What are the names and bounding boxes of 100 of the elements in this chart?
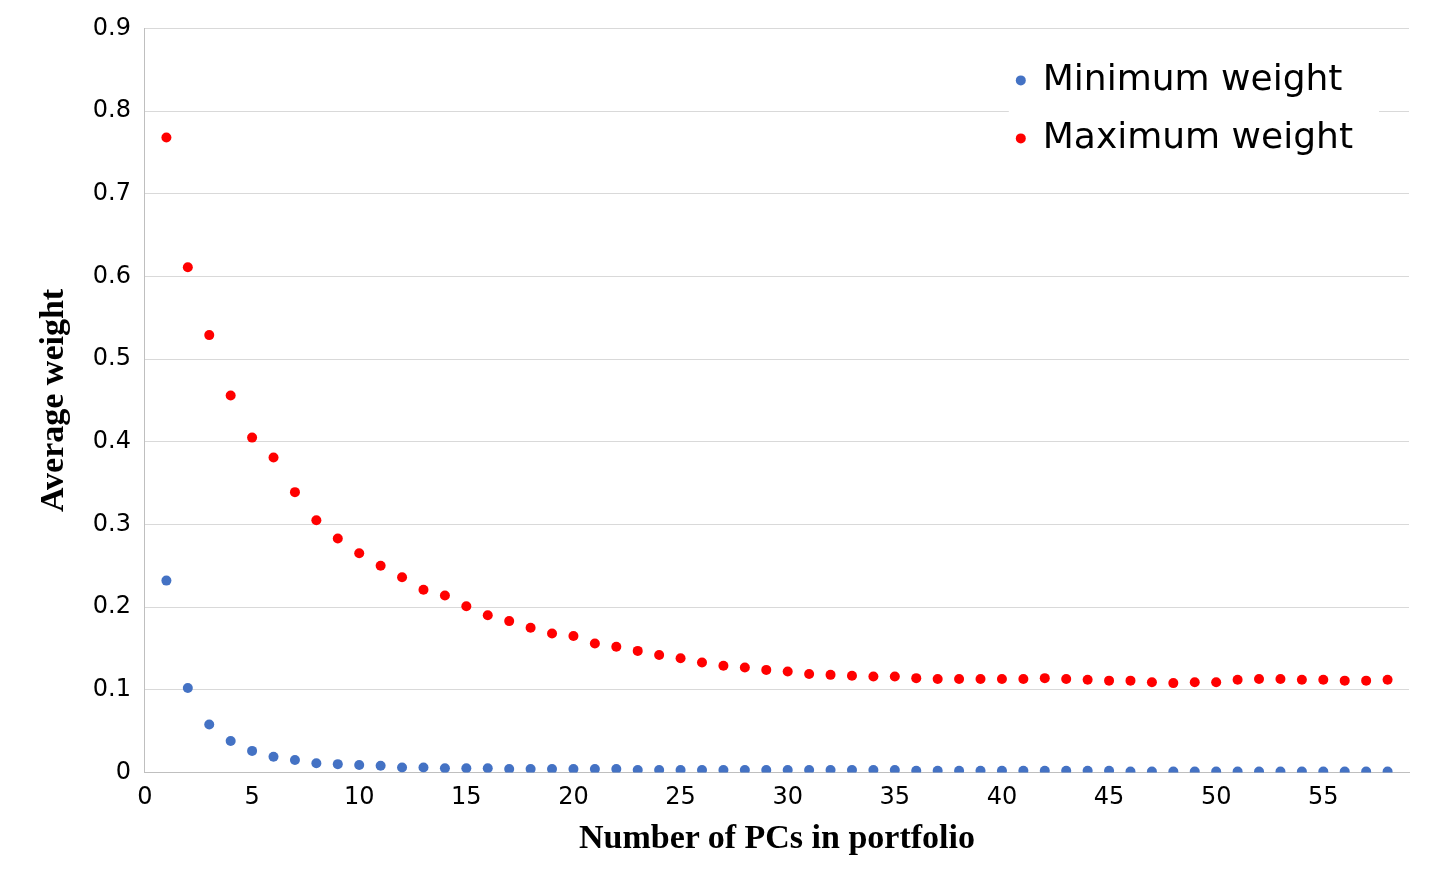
point xyxy=(825,669,836,680)
point xyxy=(204,719,215,730)
point xyxy=(889,671,900,682)
point xyxy=(675,764,686,773)
point xyxy=(825,764,836,773)
point xyxy=(782,764,793,773)
point xyxy=(482,610,493,621)
point xyxy=(996,673,1007,684)
x-tick-label: 25 xyxy=(665,782,696,811)
point xyxy=(504,616,515,627)
point xyxy=(311,758,322,769)
point xyxy=(461,601,472,612)
point xyxy=(397,572,408,583)
point xyxy=(1254,673,1265,684)
point xyxy=(654,650,665,661)
point xyxy=(182,262,193,273)
x-axis-title: Number of PCs in portfolio xyxy=(578,818,975,856)
point xyxy=(846,764,857,773)
point xyxy=(868,764,879,773)
y-tick-label: 0.9 xyxy=(92,12,131,41)
x-tick-label: 35 xyxy=(879,782,911,811)
point xyxy=(911,673,922,684)
point xyxy=(268,452,279,463)
point xyxy=(739,764,750,773)
point xyxy=(632,645,643,656)
point xyxy=(354,759,365,770)
x-tick-label: 5 xyxy=(244,782,260,811)
point xyxy=(889,764,900,773)
point xyxy=(611,641,622,652)
legend-label: Maximum weight xyxy=(1042,114,1353,156)
point xyxy=(1232,674,1243,685)
point xyxy=(525,622,536,633)
y-tick-label: 0.1 xyxy=(92,673,131,702)
y-tick-label: 0.2 xyxy=(92,591,131,620)
point xyxy=(268,751,279,762)
point xyxy=(996,765,1007,773)
point xyxy=(804,669,815,680)
point xyxy=(761,664,772,675)
point xyxy=(504,764,515,773)
y-tick-label: 0.8 xyxy=(92,95,131,124)
point xyxy=(1146,677,1157,688)
point xyxy=(675,653,686,664)
point xyxy=(654,764,665,773)
point xyxy=(568,631,579,641)
x-tick-label: 55 xyxy=(1308,782,1339,811)
point xyxy=(461,763,472,773)
point xyxy=(697,657,707,668)
x-tick-label: 45 xyxy=(1093,782,1125,811)
point xyxy=(1296,674,1307,685)
point xyxy=(1275,673,1286,684)
point xyxy=(247,745,258,756)
point xyxy=(161,575,172,586)
point xyxy=(589,764,600,773)
point xyxy=(911,765,922,773)
point xyxy=(975,673,986,684)
point xyxy=(1061,673,1072,684)
y-tick-label: 0.7 xyxy=(92,177,131,206)
x-tick-label: 40 xyxy=(986,782,1018,811)
point xyxy=(332,759,343,770)
point xyxy=(718,764,729,773)
point xyxy=(418,762,429,773)
point xyxy=(804,764,815,773)
legend-label: Minimum weight xyxy=(1042,56,1343,98)
point xyxy=(1018,673,1029,684)
point xyxy=(611,764,622,773)
point xyxy=(1361,675,1372,686)
point xyxy=(782,666,793,677)
point xyxy=(589,638,600,649)
point xyxy=(739,662,750,673)
point xyxy=(1189,677,1200,688)
point xyxy=(439,763,450,773)
point xyxy=(225,390,236,401)
y-tick-label: 0.5 xyxy=(92,343,131,372)
y-tick-label: 0.4 xyxy=(92,425,131,454)
point xyxy=(204,330,215,341)
point xyxy=(525,764,536,773)
point xyxy=(932,765,943,773)
point xyxy=(418,584,429,595)
x-tick-label: 50 xyxy=(1200,782,1232,811)
point xyxy=(954,765,965,773)
point xyxy=(247,432,258,443)
point xyxy=(1168,678,1179,689)
point xyxy=(868,671,879,682)
point xyxy=(1082,674,1093,685)
point xyxy=(761,764,772,773)
point xyxy=(697,764,707,773)
x-tick-label: 15 xyxy=(451,782,482,811)
point xyxy=(439,590,450,601)
point xyxy=(289,487,300,498)
point xyxy=(1018,765,1029,773)
point xyxy=(1061,765,1072,773)
point xyxy=(1039,765,1050,773)
point xyxy=(354,548,365,559)
x-tick-label: 0 xyxy=(137,782,153,811)
y-tick-label: 0.6 xyxy=(92,260,131,289)
point xyxy=(1318,674,1329,685)
point xyxy=(397,762,408,773)
point xyxy=(375,560,386,571)
point xyxy=(1339,675,1350,686)
point xyxy=(547,764,558,773)
